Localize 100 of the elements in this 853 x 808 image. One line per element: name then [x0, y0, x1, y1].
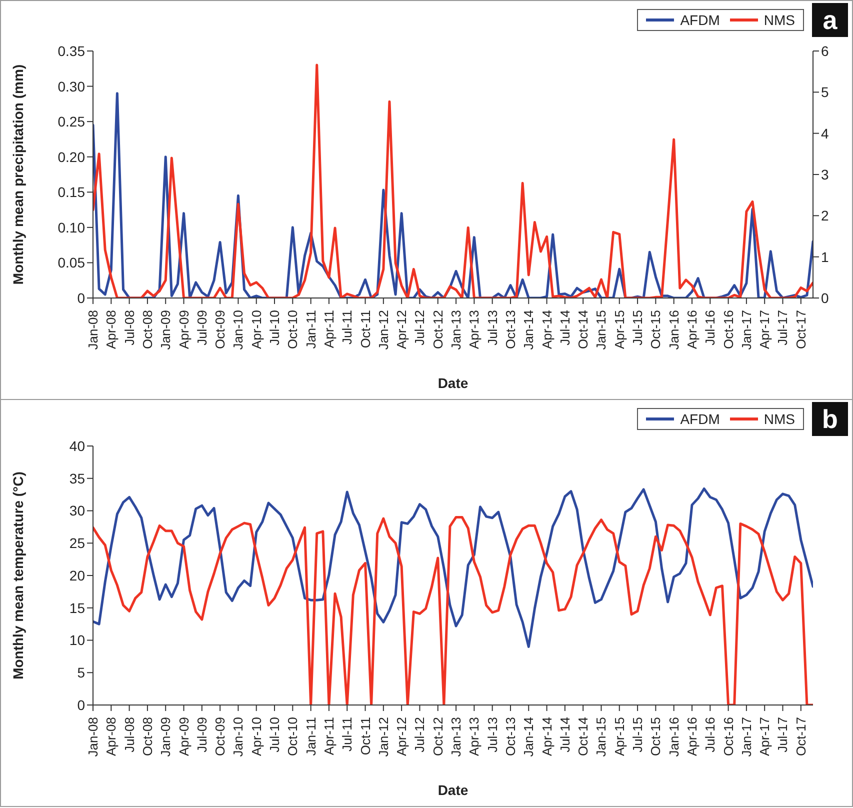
x-tick-label: Apr-16 [684, 310, 700, 350]
x-tick-label: Oct-15 [648, 717, 664, 756]
y-tick-label: 0.15 [58, 184, 86, 200]
y-tick-label: 5 [77, 664, 86, 681]
x-tick-label: Jan-16 [666, 717, 682, 757]
x-tick-label: Oct-09 [212, 717, 228, 756]
x-tick-label: Apr-15 [612, 717, 627, 756]
x-tick-label: Apr-12 [394, 310, 410, 350]
y2-tick-label: 2 [821, 208, 829, 224]
x-tick-label: Jul-14 [557, 717, 572, 752]
x-tick-label: Jul-09 [194, 717, 210, 752]
y-tick-label: 15 [69, 600, 86, 616]
x-tick-label: Apr-14 [539, 717, 554, 756]
y2-tick-label: 0 [821, 290, 829, 306]
x-tick-label: Apr-17 [757, 310, 772, 350]
x-tick-label: Oct-10 [285, 310, 300, 350]
x-tick-label: Oct-13 [502, 310, 518, 350]
x-tick-label: Apr-14 [539, 310, 554, 350]
x-tick-label: Apr-11 [321, 310, 336, 348]
x-tick-label: Apr-13 [466, 717, 482, 756]
legend-label: NMS [762, 12, 795, 28]
y-tick-label: 0.25 [58, 114, 86, 130]
y-axis-title: Monthly mean precipitation (mm) [10, 64, 26, 285]
x-tick-label: Apr-08 [104, 310, 119, 350]
x-tick-label: Oct-08 [140, 310, 155, 350]
x-tick-label: Oct-08 [140, 717, 155, 756]
x-tick-label: Jan-09 [158, 717, 174, 757]
x-tick-label: Jul-12 [412, 717, 428, 752]
x-tick-label: Jan-15 [594, 717, 609, 757]
x-tick-label: Jan-13 [448, 717, 464, 757]
x-tick-label: Oct-12 [430, 717, 446, 756]
y-tick-label: 20 [69, 567, 86, 584]
y-tick-label: 0.30 [58, 78, 86, 94]
x-tick-label: Oct-14 [576, 310, 591, 350]
x-tick-label: Jan-12 [376, 717, 391, 757]
x-tick-label: Jan-10 [230, 717, 246, 757]
y-tick-label: 0 [77, 696, 86, 713]
x-tick-label: Jan-09 [158, 310, 174, 350]
x-tick-label: Jul-10 [267, 717, 282, 752]
x-tick-label: Oct-09 [212, 310, 228, 350]
text: a [812, 3, 848, 37]
x-tick-label: Oct-16 [720, 310, 736, 350]
x-tick-label: Jul-13 [484, 310, 500, 346]
y-tick-label: 0.05 [58, 254, 86, 271]
x-tick-label: Oct-16 [720, 717, 736, 756]
y2-tick-label: 3 [821, 166, 829, 182]
x-tick-label: Jan-14 [521, 717, 536, 757]
x-tick-label: Apr-17 [757, 717, 772, 756]
x-tick-label: Jul-10 [267, 310, 282, 346]
x-tick-label: Jan-15 [594, 310, 609, 350]
legend-label: AFDM [679, 12, 720, 28]
x-tick-label: Oct-17 [793, 717, 808, 756]
x-tick-label: Jan-10 [230, 310, 246, 350]
x-axis-title: Date [438, 375, 468, 391]
x-tick-label: Apr-09 [176, 717, 192, 756]
x-tick-label: Apr-13 [466, 310, 482, 350]
x-tick-label: Jul-11 [340, 310, 355, 344]
x-tick-label: Oct-14 [576, 717, 591, 756]
x-tick-label: Jan-13 [448, 310, 464, 350]
legend-label: AFDM [679, 411, 720, 427]
x-tick-label: Jan-17 [738, 717, 754, 757]
x-tick-label: Jan-08 [86, 717, 100, 757]
x-tick-label: Jul-17 [775, 310, 790, 346]
x-tick-label: Jan-14 [521, 310, 536, 350]
x-tick-label: Jul-09 [194, 310, 210, 346]
text: b [812, 402, 848, 436]
x-tick-label: Jul-08 [122, 310, 137, 346]
x-tick-label: Oct-10 [285, 717, 300, 756]
x-tick-label: Oct-12 [430, 310, 446, 350]
y-tick-label: 0.20 [58, 148, 86, 165]
legend-label: NMS [762, 411, 795, 427]
y-tick-label: 0.10 [58, 219, 86, 236]
y2-tick-label: 5 [821, 84, 829, 100]
y2-tick-label: 1 [821, 248, 829, 265]
x-tick-label: Oct-11 [358, 310, 373, 348]
x-tick-label: Jan-17 [738, 310, 754, 350]
x-axis-title: Date [438, 782, 468, 798]
x-tick-label: Jul-14 [557, 310, 572, 346]
x-tick-label: Jul-16 [702, 717, 718, 752]
x-tick-label: Jul-13 [484, 717, 500, 752]
x-tick-label: Jul-15 [630, 310, 646, 346]
x-tick-label: Apr-16 [684, 717, 700, 756]
x-tick-label: Jan-16 [666, 310, 682, 350]
x-tick-label: Jul-08 [122, 717, 137, 752]
y-tick-label: 40 [69, 438, 86, 454]
y-tick-label: 0.35 [58, 42, 86, 59]
y-tick-label: 30 [69, 502, 86, 519]
x-tick-label: Apr-15 [612, 310, 627, 350]
x-tick-label: Jan-08 [86, 310, 100, 350]
x-tick-label: Apr-11 [321, 717, 336, 756]
x-tick-label: Oct-13 [502, 717, 518, 756]
x-tick-label: Apr-08 [104, 717, 119, 756]
y-tick-label: 35 [69, 470, 86, 486]
x-tick-label: Oct-11 [358, 717, 373, 756]
x-tick-label: Jan-11 [303, 310, 318, 349]
x-tick-label: Oct-17 [793, 310, 808, 350]
line-series [93, 487, 813, 648]
y2-tick-label: 6 [821, 42, 829, 59]
x-tick-label: Jul-17 [775, 717, 790, 752]
x-tick-label: Jan-11 [303, 717, 318, 756]
